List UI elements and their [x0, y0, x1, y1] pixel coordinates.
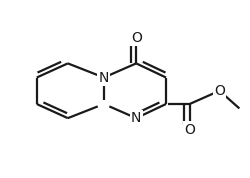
Text: O: O: [214, 84, 225, 98]
Text: N: N: [131, 111, 141, 125]
Text: O: O: [184, 123, 195, 137]
Text: N: N: [99, 70, 109, 85]
Text: O: O: [131, 31, 142, 45]
